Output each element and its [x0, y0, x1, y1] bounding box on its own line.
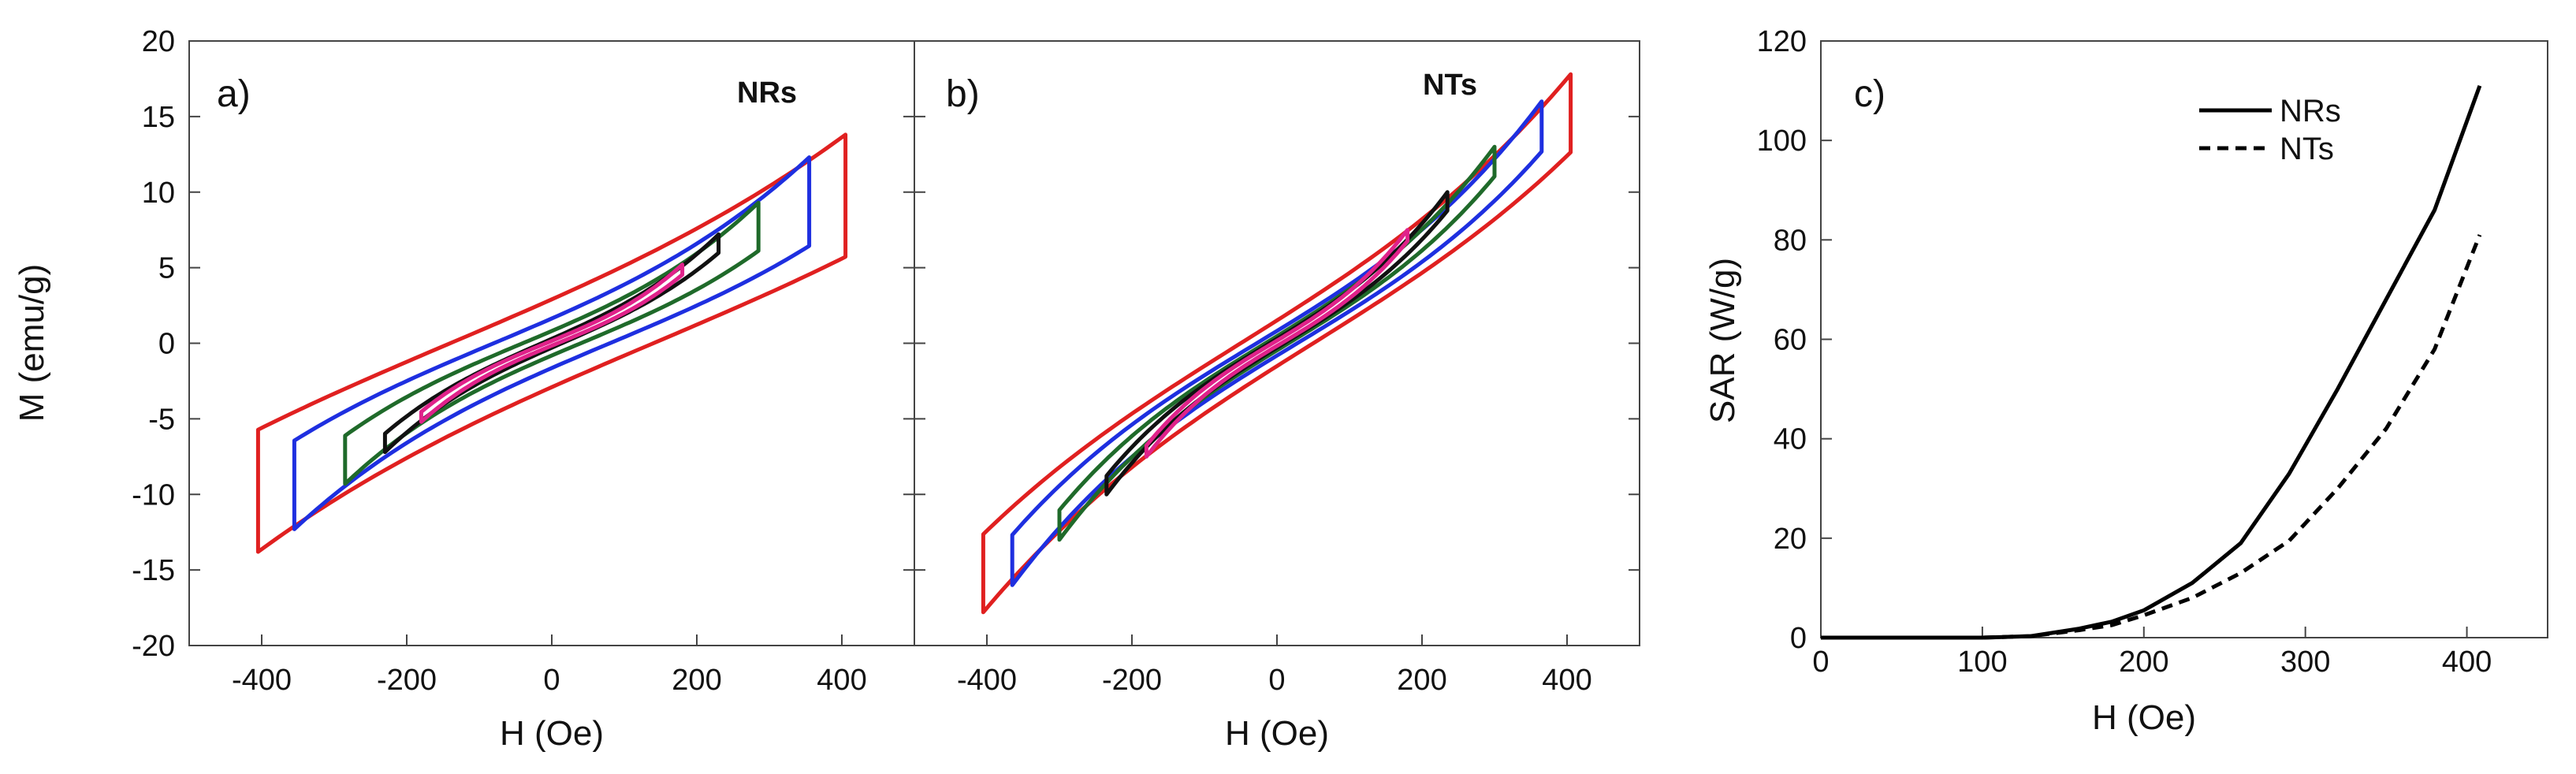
panel-a-plot-frame [188, 40, 915, 646]
panel-b-ticks [914, 40, 1640, 646]
panel-b-x-tick-labels: -400 -200 0 200 400 [957, 664, 1592, 697]
legend-nrs-label: NRs [2280, 94, 2341, 128]
panel-a-y-tick-label-1: -15 [132, 554, 175, 587]
panel-c-x-tick-label-0: 0 [1812, 646, 1829, 679]
panel-b-x-tick-label-2: 0 [1268, 664, 1285, 697]
panel-a-green-loop [343, 200, 761, 486]
panel-a-y-tick-label-5: 5 [158, 252, 175, 285]
panel-a-tag: NRs [737, 76, 797, 110]
panel-b-blue-loop [1010, 99, 1544, 587]
panel-b-x-axis-title: H (Oe) [1225, 714, 1329, 753]
panel-c-y-tick-label-0: 0 [1790, 622, 1807, 655]
panel-a-y-tick-label-3: -5 [148, 403, 175, 436]
panel-a-x-tick-labels: -400 -200 0 200 400 [232, 664, 867, 697]
panel-a-nrs-hysteresis: -20 -15 -10 -5 0 5 10 15 20 -400 -200 0 200 400 a) N… [13, 25, 915, 753]
panel-c-series [1821, 84, 2482, 640]
panel-c-plot-frame [1820, 40, 2548, 638]
panel-b-tag: NTs [1423, 69, 1477, 102]
panel-a-x-tick-label-1: -200 [377, 664, 437, 697]
panel-a-y-tick-label-4: 0 [158, 328, 175, 361]
panel-a-y-tick-label-0: -20 [132, 630, 175, 663]
panel-c-x-tick-label-3: 300 [2280, 646, 2330, 679]
panel-c-y-tick-label-5: 100 [1757, 125, 1807, 158]
panel-b-label: b) [946, 73, 980, 115]
panel-a-black-loop [382, 232, 721, 455]
panel-c-legend: NRs NTs [2199, 94, 2341, 166]
panel-c-y-tick-label-3: 60 [1774, 324, 1807, 357]
panel-a-x-axis-title: H (Oe) [500, 714, 604, 753]
panel-b-green-loop [1057, 144, 1497, 542]
panel-b-x-tick-label-0: -400 [957, 664, 1017, 697]
panel-c-x-tick-label-1: 100 [1957, 646, 2007, 679]
panel-c-y-axis-title: SAR (W/g) [1703, 258, 1742, 423]
panel-c-ticks [1820, 40, 2468, 638]
panel-a-ticks [189, 40, 914, 646]
panel-a-y-tick-labels: -20 -15 -10 -5 0 5 10 15 20 [132, 25, 175, 663]
panel-c-y-tick-label-6: 120 [1757, 25, 1807, 58]
legend-nts-label: NTs [2280, 132, 2334, 166]
panel-a-y-tick-label-8: 20 [142, 25, 175, 58]
panel-c-y-tick-labels: 0 20 40 60 80 100 120 [1757, 25, 1807, 655]
panel-c-y-tick-label-1: 20 [1774, 523, 1807, 556]
panel-a-x-tick-label-0: -400 [232, 664, 292, 697]
panel-c-label: c) [1854, 73, 1885, 115]
panel-b-magenta-loop [1144, 228, 1410, 459]
panel-b-plot-frame [914, 40, 1640, 646]
panel-c-y-tick-label-2: 40 [1774, 423, 1807, 456]
panel-c-series-nrs [1821, 84, 2482, 640]
panel-c-series-nts [1821, 234, 2482, 640]
panel-a-red-loop [255, 132, 848, 554]
panel-a-blue-loop [292, 155, 812, 531]
panel-a-series [255, 132, 848, 554]
panel-c-x-tick-labels: 0 100 200 300 400 [1812, 646, 2492, 679]
panel-c-x-axis-title: H (Oe) [2092, 698, 2196, 737]
panel-b-nts-hysteresis: -400 -200 0 200 400 b) NTs H (Oe) [914, 40, 1640, 753]
panel-a-x-tick-label-2: 0 [543, 664, 560, 697]
panel-a-y-tick-label-6: 10 [142, 177, 175, 210]
panel-a-x-tick-label-3: 200 [672, 664, 721, 697]
panel-a-y-tick-label-2: -10 [132, 478, 175, 512]
panel-c-y-tick-label-4: 80 [1774, 224, 1807, 257]
panel-c-x-tick-label-2: 200 [2119, 646, 2168, 679]
panel-b-red-loop [981, 72, 1573, 615]
panel-a-y-axis-title: M (emu/g) [13, 264, 51, 422]
panel-a-x-tick-label-4: 400 [817, 664, 866, 697]
panel-b-series [981, 72, 1573, 615]
panel-a-y-tick-label-7: 15 [142, 101, 175, 134]
panel-a-magenta-loop [419, 262, 685, 424]
panel-b-x-tick-label-3: 200 [1397, 664, 1446, 697]
panel-b-x-tick-label-4: 400 [1542, 664, 1591, 697]
panel-b-x-tick-label-1: -200 [1102, 664, 1162, 697]
panel-a-label: a) [217, 73, 251, 115]
panel-c-x-tick-label-4: 400 [2442, 646, 2492, 679]
